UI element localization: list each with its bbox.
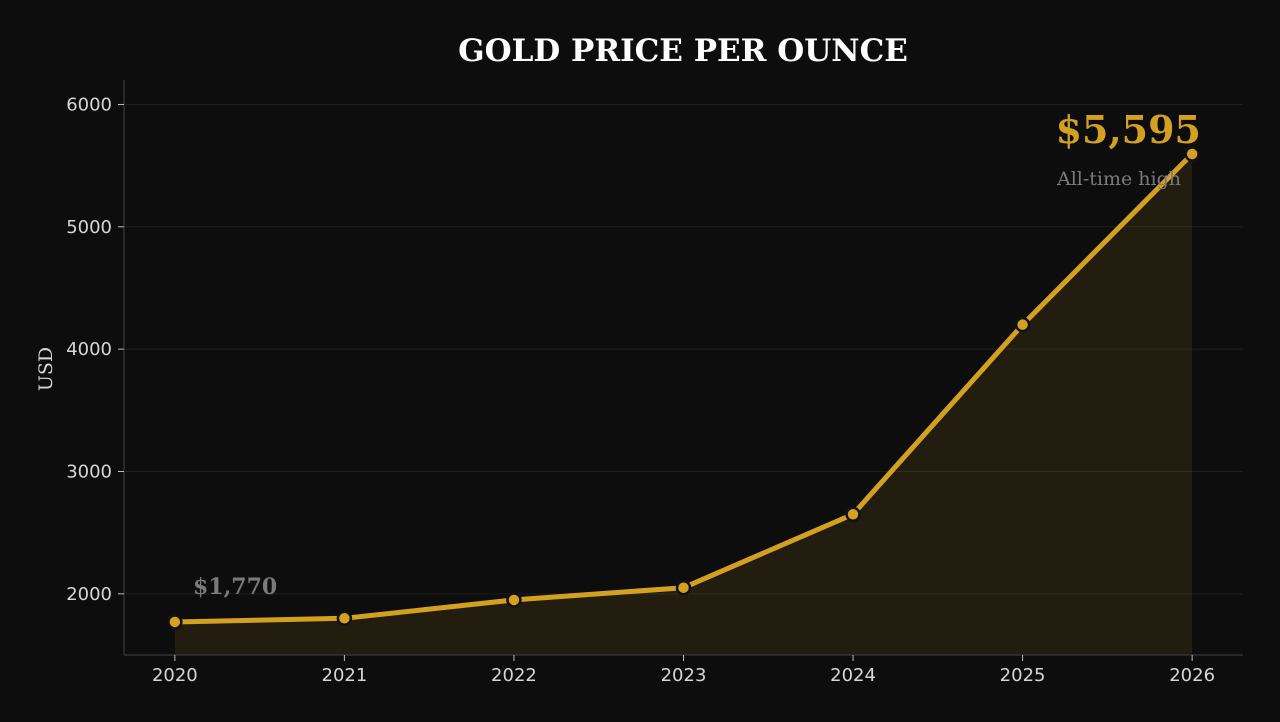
data-point-2023	[675, 579, 692, 596]
y-axis-label: USD	[35, 347, 57, 391]
x-tick-label-2020: 2020	[152, 665, 198, 686]
x-axis-ticks: 2020 2021 2022 2023 2024 2025 2026	[152, 655, 1215, 686]
data-point-2026	[1184, 146, 1200, 162]
y-axis-ticks: 2000 3000 4000 5000 6000	[66, 94, 124, 605]
data-point-2021	[336, 610, 353, 627]
y-tick-label-4000: 4000	[66, 339, 112, 360]
y-tick-label-2000: 2000	[66, 584, 112, 605]
start-value-annotation: $1,770	[193, 574, 277, 600]
data-point-2022	[506, 592, 522, 608]
x-tick-label-2025: 2025	[1000, 665, 1046, 686]
high-label-annotation: All-time high	[1056, 168, 1181, 190]
grid-lines	[124, 103, 1243, 595]
x-tick-label-2021: 2021	[322, 665, 368, 686]
x-tick-label-2022: 2022	[491, 665, 537, 686]
data-point-2025	[1014, 316, 1031, 333]
chart-title: GOLD PRICE PER OUNCE	[458, 33, 908, 69]
y-tick-label-5000: 5000	[66, 217, 112, 238]
data-points	[167, 146, 1200, 630]
x-tick-label-2026: 2026	[1169, 665, 1215, 686]
high-value-annotation: $5,595	[1056, 107, 1201, 152]
y-tick-label-3000: 3000	[66, 461, 112, 482]
x-tick-label-2023: 2023	[661, 665, 707, 686]
y-tick-label-6000: 6000	[66, 94, 112, 115]
data-point-2024	[845, 506, 861, 523]
area-fill	[174, 154, 1193, 655]
x-tick-label-2024: 2024	[830, 665, 876, 686]
data-point-2020	[167, 614, 183, 630]
